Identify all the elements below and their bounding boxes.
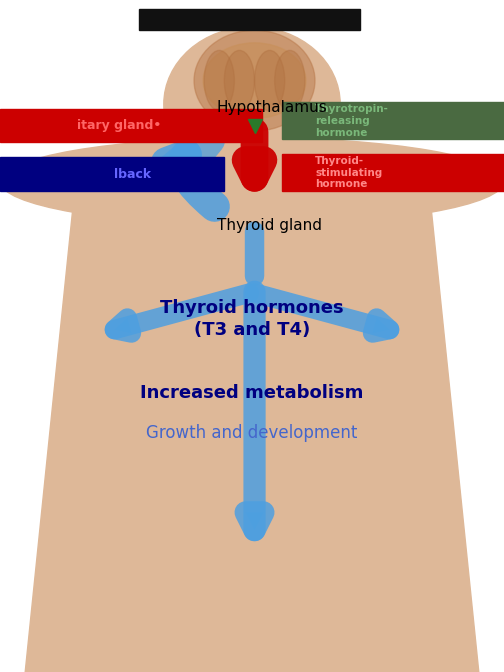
FancyArrowPatch shape <box>245 132 264 178</box>
FancyBboxPatch shape <box>0 157 224 191</box>
Text: Increased metabolism: Increased metabolism <box>140 384 364 402</box>
FancyBboxPatch shape <box>282 102 504 139</box>
FancyArrowPatch shape <box>166 155 215 206</box>
Text: Thyroid gland: Thyroid gland <box>217 218 322 233</box>
Ellipse shape <box>194 30 315 131</box>
FancyBboxPatch shape <box>282 154 504 191</box>
Text: Thyroid-
stimulating
hormone: Thyroid- stimulating hormone <box>315 156 382 190</box>
FancyBboxPatch shape <box>222 148 282 195</box>
Text: Hypothalamus: Hypothalamus <box>217 100 328 115</box>
Ellipse shape <box>255 50 285 111</box>
Text: itary gland•: itary gland• <box>77 119 161 132</box>
Ellipse shape <box>224 50 255 111</box>
FancyBboxPatch shape <box>0 109 262 142</box>
Text: Thyroid hormones
(T3 and T4): Thyroid hormones (T3 and T4) <box>160 299 344 339</box>
Ellipse shape <box>204 50 234 111</box>
Text: lback: lback <box>114 167 151 181</box>
FancyArrowPatch shape <box>245 292 264 530</box>
Ellipse shape <box>0 138 504 225</box>
FancyArrowPatch shape <box>171 140 210 177</box>
FancyBboxPatch shape <box>139 9 360 30</box>
Polygon shape <box>25 181 479 672</box>
FancyArrowPatch shape <box>114 293 249 333</box>
Ellipse shape <box>275 50 305 111</box>
Ellipse shape <box>203 43 306 118</box>
Ellipse shape <box>164 27 340 181</box>
FancyArrowPatch shape <box>255 293 390 333</box>
Text: Thyrotropin-
releasing
hormone: Thyrotropin- releasing hormone <box>315 104 389 138</box>
Text: Growth and development: Growth and development <box>146 425 358 442</box>
